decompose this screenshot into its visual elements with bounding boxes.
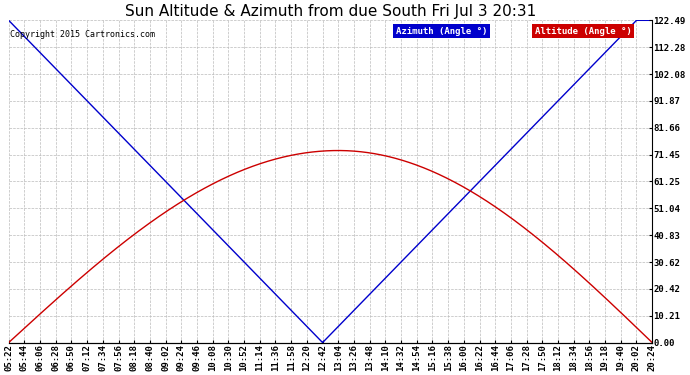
Text: Azimuth (Angle °): Azimuth (Angle °): [396, 27, 487, 36]
Title: Sun Altitude & Azimuth from due South Fri Jul 3 20:31: Sun Altitude & Azimuth from due South Fr…: [125, 4, 536, 19]
Text: Copyright 2015 Cartronics.com: Copyright 2015 Cartronics.com: [10, 30, 155, 39]
Text: Altitude (Angle °): Altitude (Angle °): [535, 27, 631, 36]
